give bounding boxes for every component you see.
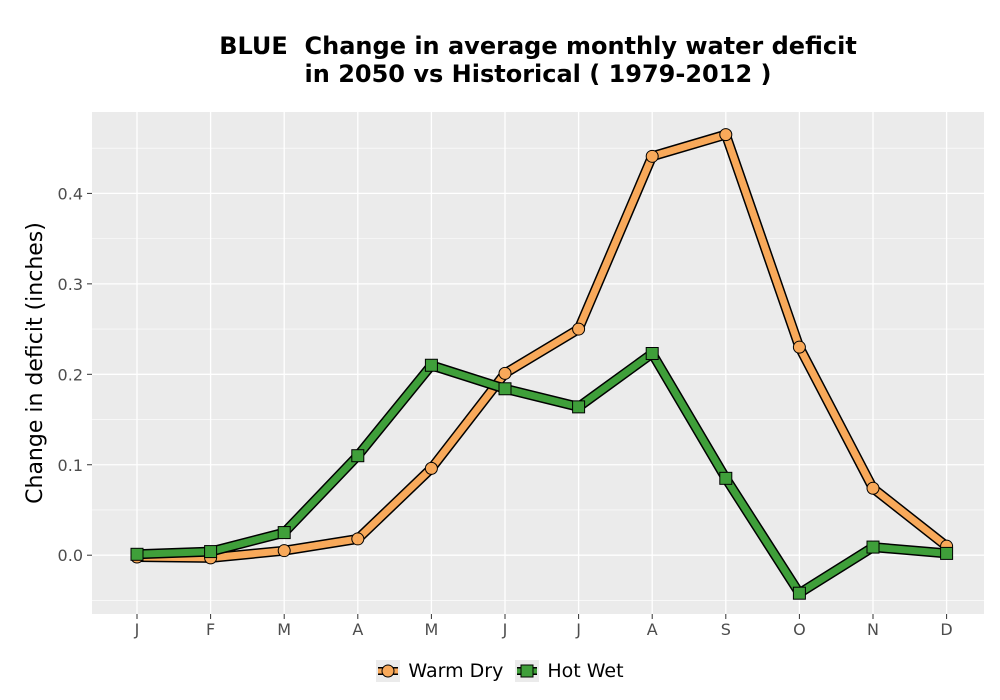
legend-marker — [520, 664, 534, 678]
chart: 0.0 0.1 0.2 0.3 0.4 J F M A M J J A S O N D Change in d… — [23, 112, 984, 639]
series-hot-wet — [136, 348, 948, 599]
y-tick-label: 0.0 — [58, 546, 83, 565]
legend-item: Warm Dry — [376, 660, 503, 682]
x-tick-label: O — [793, 620, 806, 639]
data-point — [792, 340, 806, 354]
data-point — [940, 546, 954, 560]
x-tick-label: N — [867, 620, 879, 639]
legend-symbol — [378, 664, 399, 678]
x-tick-label: A — [647, 620, 658, 639]
y-tick-label: 0.1 — [58, 456, 83, 475]
legend-marker — [381, 664, 395, 678]
series-layer — [130, 128, 954, 600]
legend-label: Warm Dry — [408, 660, 504, 682]
series-markers — [130, 347, 954, 600]
x-tick-label: J — [134, 620, 140, 639]
data-point — [866, 540, 880, 554]
y-axis-label: Change in deficit (inches) — [23, 222, 48, 504]
data-point — [424, 358, 438, 372]
x-tick-label: M — [424, 620, 438, 639]
legend-key — [376, 660, 401, 682]
data-point — [719, 471, 733, 485]
series-warm-dry — [136, 129, 950, 563]
data-point — [645, 149, 659, 163]
data-point — [572, 322, 586, 336]
data-point — [351, 449, 365, 463]
plot-panel — [92, 112, 984, 614]
legend-key — [515, 660, 540, 682]
legend-symbol — [517, 664, 538, 678]
legend: Warm Dry Hot Wet — [0, 660, 1000, 687]
data-point — [277, 526, 291, 540]
y-tick-label: 0.4 — [58, 184, 83, 203]
data-point — [719, 128, 733, 142]
chart-title-line-1: BLUE Change in average monthly water def… — [219, 32, 857, 60]
y-axis: 0.0 0.1 0.2 0.3 0.4 — [58, 184, 92, 565]
chart-title-line-2: in 2050 vs Historical ( 1979-2012 ) — [304, 60, 772, 88]
x-tick-label: A — [352, 620, 363, 639]
data-point — [498, 366, 512, 380]
y-tick-label: 0.2 — [58, 365, 83, 384]
data-point — [866, 481, 880, 495]
x-tick-label: F — [206, 620, 215, 639]
data-point — [204, 545, 218, 559]
x-tick-label: D — [940, 620, 952, 639]
data-point — [572, 400, 586, 414]
data-point — [130, 547, 144, 561]
x-tick-label: M — [277, 620, 291, 639]
y-tick-label: 0.3 — [58, 275, 83, 294]
series-line — [136, 350, 947, 597]
data-point — [351, 532, 365, 546]
x-tick-label: S — [721, 620, 731, 639]
data-point — [645, 347, 659, 361]
data-point — [498, 382, 512, 396]
x-tick-label: J — [502, 620, 508, 639]
data-point — [792, 586, 806, 600]
data-point — [424, 461, 438, 475]
legend-item: Hot Wet — [515, 660, 624, 682]
legend-label: Hot Wet — [547, 660, 624, 682]
chart-title: BLUE Change in average monthly water def… — [92, 32, 984, 88]
x-tick-label: J — [575, 620, 581, 639]
series-line — [136, 131, 949, 562]
data-point — [277, 544, 291, 558]
